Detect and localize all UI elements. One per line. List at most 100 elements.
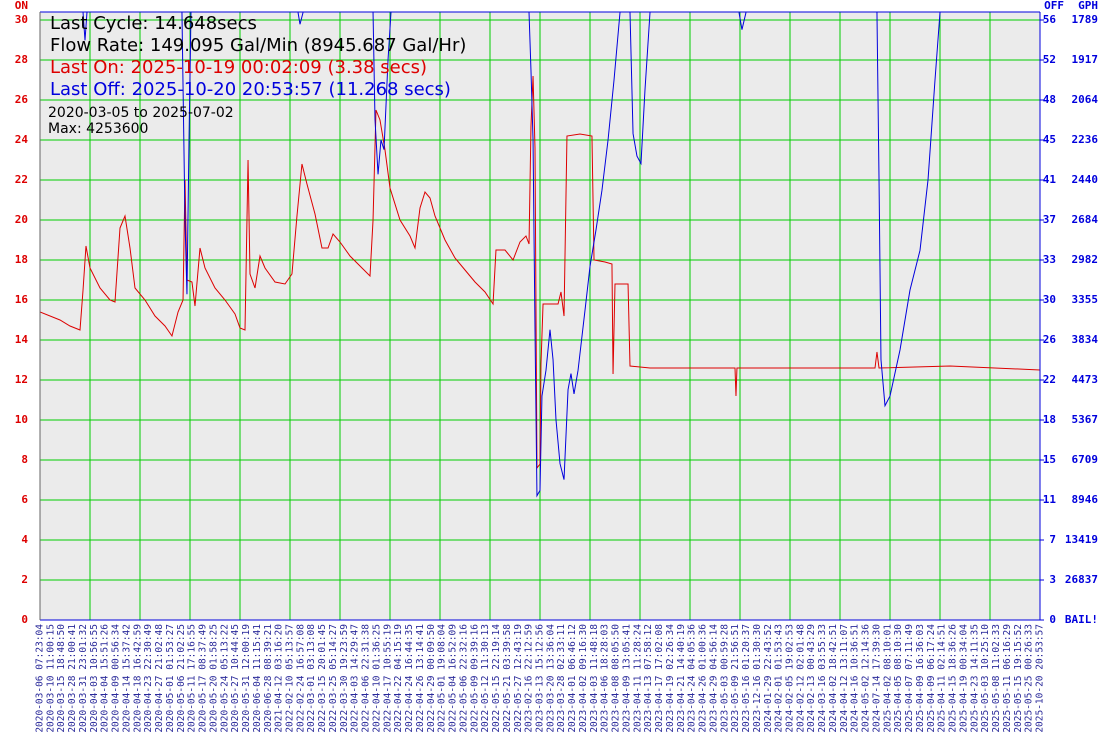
x-tick-label: 2025-05-11 06:16:29 [1002, 624, 1013, 733]
y2-tick-label: 52 [1043, 53, 1056, 66]
x-tick-label: 2020-04-03 10:56:55 [89, 624, 100, 733]
x-tick-label: 2022-05-21 03:39:58 [502, 624, 513, 733]
x-tick-label: 2025-04-19 00:34:04 [958, 624, 969, 733]
x-tick-label: 2023-04-11 11:28:24 [632, 624, 643, 733]
y2-tick-label: 7 [1049, 533, 1056, 546]
y2-tick-label: 3 [1049, 573, 1056, 586]
gph-tick-label: 2684 [1072, 213, 1099, 226]
x-tick-label: 2024-03-16 03:55:33 [817, 624, 828, 733]
x-tick-label: 2020-03-06 07:23:04 [35, 624, 46, 733]
x-tick-label: 2020-04-09 00:56:34 [111, 624, 122, 733]
x-tick-label: 2022-05-15 22:19:14 [491, 624, 502, 733]
x-tick-label: 2022-03-25 05:14:27 [328, 624, 339, 733]
x-tick-label: 2023-04-17 17:02:08 [654, 624, 665, 733]
x-tick-label: 2022-05-06 22:32:16 [458, 624, 469, 733]
y2-tick-label: 45 [1043, 133, 1056, 146]
x-tick-label: 2023-05-16 01:20:37 [741, 624, 752, 733]
y2-tick-label: 22 [1043, 373, 1056, 386]
x-tick-label: 2020-04-04 15:51:26 [100, 624, 111, 733]
gph-tick-label: 1917 [1072, 53, 1099, 66]
x-tick-label: 2022-05-12 11:30:13 [480, 624, 491, 733]
x-tick-label: 2020-04-23 22:30:49 [143, 624, 154, 733]
x-tick-label: 2025-04-23 14:11:35 [969, 624, 980, 733]
x-tick-label: 2022-05-09 09:39:16 [469, 624, 480, 733]
x-tick-label: 2023-04-02 09:16:30 [578, 624, 589, 733]
y-tick-label: 30 [15, 13, 28, 26]
y-axis-title: ON [15, 0, 28, 12]
stat-line: Last On: 2025-10-19 00:02:09 (3.38 secs) [50, 57, 427, 78]
y-tick-label: 26 [15, 93, 29, 106]
x-tick-label: 2025-10-20 20:53:57 [1035, 624, 1046, 733]
x-tick-label: 2023-03-28 02:33:11 [556, 624, 567, 733]
x-tick-label: 2022-05-04 16:52:09 [448, 624, 459, 733]
x-tick-label: 2022-04-24 16:44:35 [404, 624, 415, 733]
y-tick-label: 14 [15, 333, 29, 346]
series-line [40, 75, 1040, 470]
gph-tick-label: 3834 [1072, 333, 1099, 346]
x-tick-label: 2023-04-06 18:28:03 [600, 624, 611, 733]
y2-tick-label: 33 [1043, 253, 1056, 266]
x-tick-label: 2020-05-27 10:44:45 [230, 624, 241, 733]
x-tick-label: 2022-04-26 13:14:41 [415, 624, 426, 733]
x-tick-label: 2022-04-03 14:29:47 [350, 624, 361, 733]
stat-line: 2020-03-05 to 2025-07-02 [48, 105, 234, 121]
x-tick-label: 2023-03-13 15:12:56 [535, 624, 546, 733]
gph-tick-label: 5367 [1072, 413, 1099, 426]
x-tick-label: 2023-04-26 01:00:36 [698, 624, 709, 733]
x-tick-label: 2024-02-01 01:53:43 [774, 624, 785, 733]
x-tick-label: 2025-04-02 08:10:01 [882, 624, 893, 733]
y-tick-label: 6 [21, 493, 28, 506]
x-tick-label: 2025-04-11 02:14:51 [937, 624, 948, 733]
y2-tick-label: 11 [1043, 493, 1057, 506]
gph-tick-label: 13419 [1065, 533, 1098, 546]
y2-tick-label: 41 [1043, 173, 1057, 186]
series-line [82, 12, 941, 498]
y-tick-label: 0 [21, 613, 28, 626]
gph-tick-label: 2236 [1072, 133, 1099, 146]
x-tick-label: 2020-06-04 11:15:41 [252, 624, 263, 733]
y-tick-label: 24 [15, 133, 29, 146]
x-tick-label: 2023-12-16 01:30:30 [752, 624, 763, 733]
x-tick-label: 2022-04-06 22:31:38 [361, 624, 372, 733]
x-tick-label: 2023-03-20 13:36:04 [545, 624, 556, 733]
x-tick-label: 2020-06-28 08:39:21 [263, 624, 274, 733]
gph-axis-title: GPH [1078, 0, 1098, 12]
x-tick-label: 2023-04-13 07:58:12 [643, 624, 654, 733]
x-tick-label: 2020-05-20 01:58:25 [208, 624, 219, 733]
y2-axis-title: OFF [1044, 0, 1064, 12]
x-tick-label: 2022-02-24 16:57:08 [295, 624, 306, 733]
y-tick-label: 16 [15, 293, 29, 306]
gph-tick-label: 8946 [1072, 493, 1099, 506]
stats-block: Last Cycle: 14.648secs Flow Rate: 149.09… [48, 13, 466, 137]
y2-tick-label: 56 [1043, 13, 1057, 26]
y2-tick-label: 15 [1043, 453, 1056, 466]
y2-tick-label: 37 [1043, 213, 1056, 226]
x-tick-label: 2020-03-15 18:48:50 [56, 624, 67, 733]
x-tick-label: 2025-04-05 08:10:30 [893, 624, 904, 733]
x-tick-label: 2023-04-01 06:46:12 [567, 624, 578, 733]
x-tick-label: 2020-05-06 21:02:25 [176, 624, 187, 733]
gph-tick-label: BAIL! [1065, 613, 1098, 626]
x-tick-label: 2025-05-08 11:02:33 [991, 624, 1002, 733]
x-tick-label: 2023-04-24 04:05:36 [687, 624, 698, 733]
y2-tick-label: 30 [1043, 293, 1056, 306]
x-tick-label: 2020-05-31 12:00:19 [241, 624, 252, 733]
y2-tick-label: 18 [1043, 413, 1056, 426]
y-tick-label: 2 [21, 573, 28, 586]
gph-tick-label: 6709 [1072, 453, 1099, 466]
x-tick-label: 2022-03-15 20:01:45 [317, 624, 328, 733]
stat-line: Last Off: 2025-10-20 20:53:57 (11.268 se… [50, 79, 451, 100]
x-tick-label: 2023-04-08 08:05:50 [611, 624, 622, 733]
y-tick-label: 20 [15, 213, 28, 226]
x-tick-label: 2020-05-24 05:13:22 [219, 624, 230, 733]
x-tick-label: 2024-01-29 22:43:52 [763, 624, 774, 733]
x-tick-label: 2024-07-14 17:39:30 [871, 624, 882, 733]
x-tick-label: 2025-04-09 16:36:03 [915, 624, 926, 733]
x-tick-label: 2024-04-12 13:11:07 [839, 624, 850, 733]
x-tick-label: 2022-04-22 04:15:19 [393, 624, 404, 733]
y-tick-label: 22 [15, 173, 28, 186]
x-tick-label: 2025-05-03 10:25:10 [980, 624, 991, 733]
x-tick-label: 2024-04-02 18:42:51 [828, 624, 839, 733]
y-tick-label: 12 [15, 373, 28, 386]
x-tick-label: 2022-03-30 19:23:59 [339, 624, 350, 733]
